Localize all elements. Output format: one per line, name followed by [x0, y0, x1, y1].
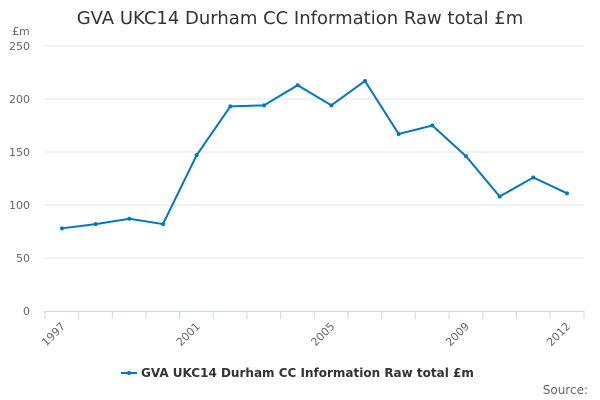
- x-tick-label: 2012: [544, 320, 573, 349]
- data-point: [329, 103, 334, 108]
- data-point: [565, 191, 569, 196]
- data-point: [531, 175, 536, 180]
- y-axis-label: £m: [12, 25, 30, 38]
- y-tick-label: 250: [9, 40, 30, 53]
- legend-label: GVA UKC14 Durham CC Information Raw tota…: [141, 366, 474, 380]
- data-point: [60, 226, 64, 231]
- data-point: [396, 131, 401, 136]
- x-tick-label: 2005: [308, 320, 337, 349]
- data-point: [262, 103, 266, 108]
- y-tick-label: 100: [9, 199, 30, 212]
- data-point: [161, 222, 165, 227]
- chart-title: GVA UKC14 Durham CC Information Raw tota…: [76, 8, 524, 29]
- x-tick-label: 2001: [174, 320, 203, 349]
- data-point: [295, 83, 300, 88]
- data-point: [464, 154, 468, 159]
- x-tick-label: 2009: [443, 320, 472, 349]
- data-point: [228, 104, 233, 109]
- y-tick-label: 200: [9, 93, 30, 106]
- x-tick-label: 1997: [39, 320, 68, 349]
- y-tick-label: 150: [9, 146, 30, 159]
- series-line: [61, 79, 568, 230]
- data-point: [430, 123, 435, 128]
- data-point: [497, 194, 502, 199]
- source-link[interactable]: Source:: [542, 383, 588, 397]
- y-tick-label: 0: [23, 305, 30, 318]
- data-point: [127, 216, 132, 221]
- data-point: [194, 153, 199, 158]
- legend-marker: [127, 371, 131, 375]
- y-tick-label: 50: [16, 252, 30, 265]
- data-point: [363, 78, 367, 83]
- data-point: [93, 222, 98, 227]
